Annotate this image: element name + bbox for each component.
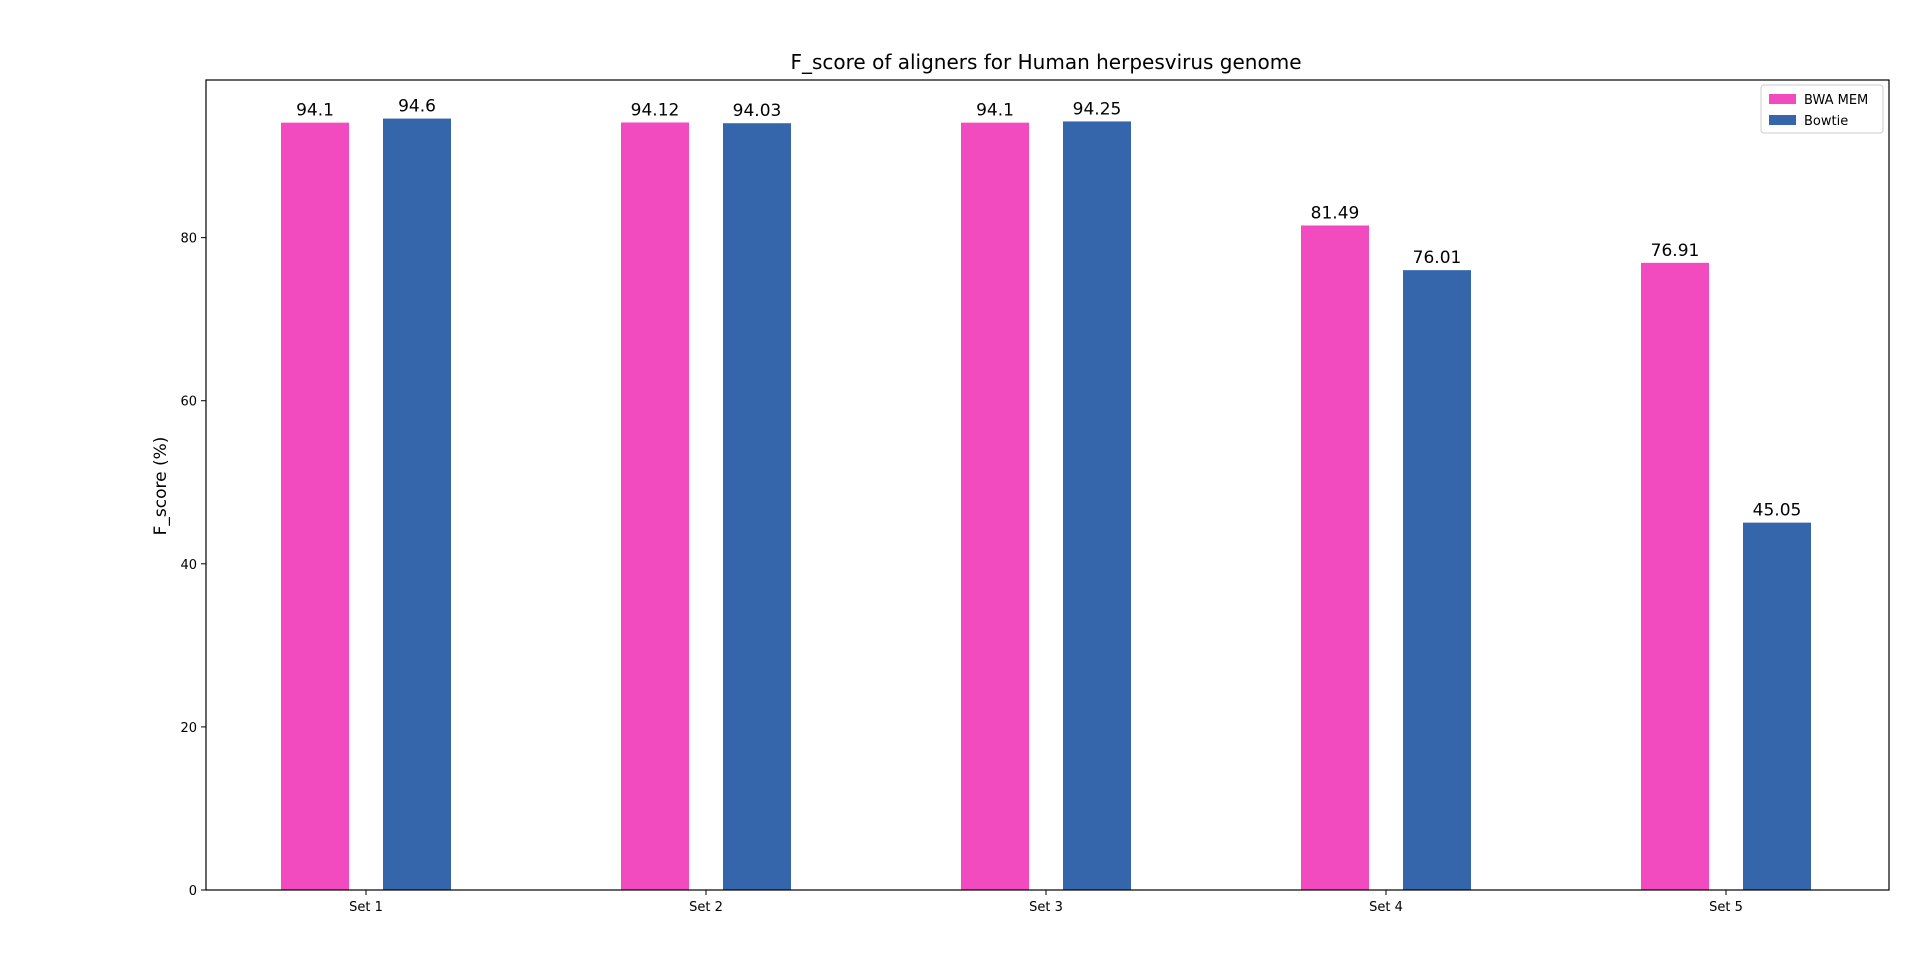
- y-axis-label: F_score (%): [151, 437, 171, 536]
- bar-bowtie-2: [723, 123, 791, 890]
- data-label-bowtie-5: 45.05: [1753, 501, 1802, 521]
- bar-bwa-mem-3: [961, 122, 1029, 891]
- x-tick-label: Set 2: [689, 900, 723, 915]
- data-label-bwa-mem-1: 94.1: [296, 101, 334, 121]
- data-label-bwa-mem-3: 94.1: [976, 101, 1014, 121]
- y-tick-label: 0: [189, 884, 197, 899]
- plot-area: 94.1 94.12 94.1 81.49 76.91 94.6 94.03 94.25 76.…: [180, 79, 1890, 915]
- bar-bowtie-4: [1403, 270, 1471, 890]
- data-label-bowtie-2: 94.03: [733, 101, 782, 121]
- data-label-bwa-mem-5: 76.91: [1651, 241, 1700, 261]
- x-tick-label: Set 4: [1369, 900, 1403, 915]
- legend-swatch-bowtie: [1769, 115, 1796, 125]
- y-tick-label: 80: [180, 232, 197, 247]
- data-label-bowtie-4: 76.01: [1413, 248, 1462, 268]
- bar-bowtie-5: [1743, 522, 1811, 890]
- data-label-bwa-mem-4: 81.49: [1311, 203, 1360, 223]
- bar-bwa-mem-1: [281, 122, 349, 891]
- bar-bowtie-3: [1063, 121, 1131, 891]
- x-tick-label: Set 5: [1709, 900, 1743, 915]
- data-label-bwa-mem-2: 94.12: [631, 100, 680, 120]
- legend-swatch-bwa-mem: [1769, 94, 1796, 104]
- bar-bwa-mem-2: [621, 122, 689, 890]
- y-tick-label: 60: [180, 395, 197, 410]
- bar-bwa-mem-4: [1301, 225, 1369, 891]
- legend-label-bwa-mem: BWA MEM: [1804, 93, 1868, 108]
- bar-bwa-mem-5: [1641, 262, 1709, 891]
- legend: BWA MEM Bowtie: [1760, 84, 1884, 134]
- data-label-bowtie-3: 94.25: [1073, 99, 1122, 119]
- y-tick-label: 40: [180, 558, 197, 573]
- plot-frame: [205, 79, 1890, 891]
- bar-bowtie-1: [383, 118, 451, 891]
- data-label-bowtie-1: 94.6: [398, 97, 436, 117]
- chart-title: F_score of aligners for Human herpesviru…: [790, 50, 1301, 74]
- x-tick-label: Set 3: [1029, 900, 1063, 915]
- x-tick-label: Set 1: [349, 900, 383, 915]
- legend-label-bowtie: Bowtie: [1804, 114, 1848, 129]
- y-tick-label: 20: [180, 721, 197, 736]
